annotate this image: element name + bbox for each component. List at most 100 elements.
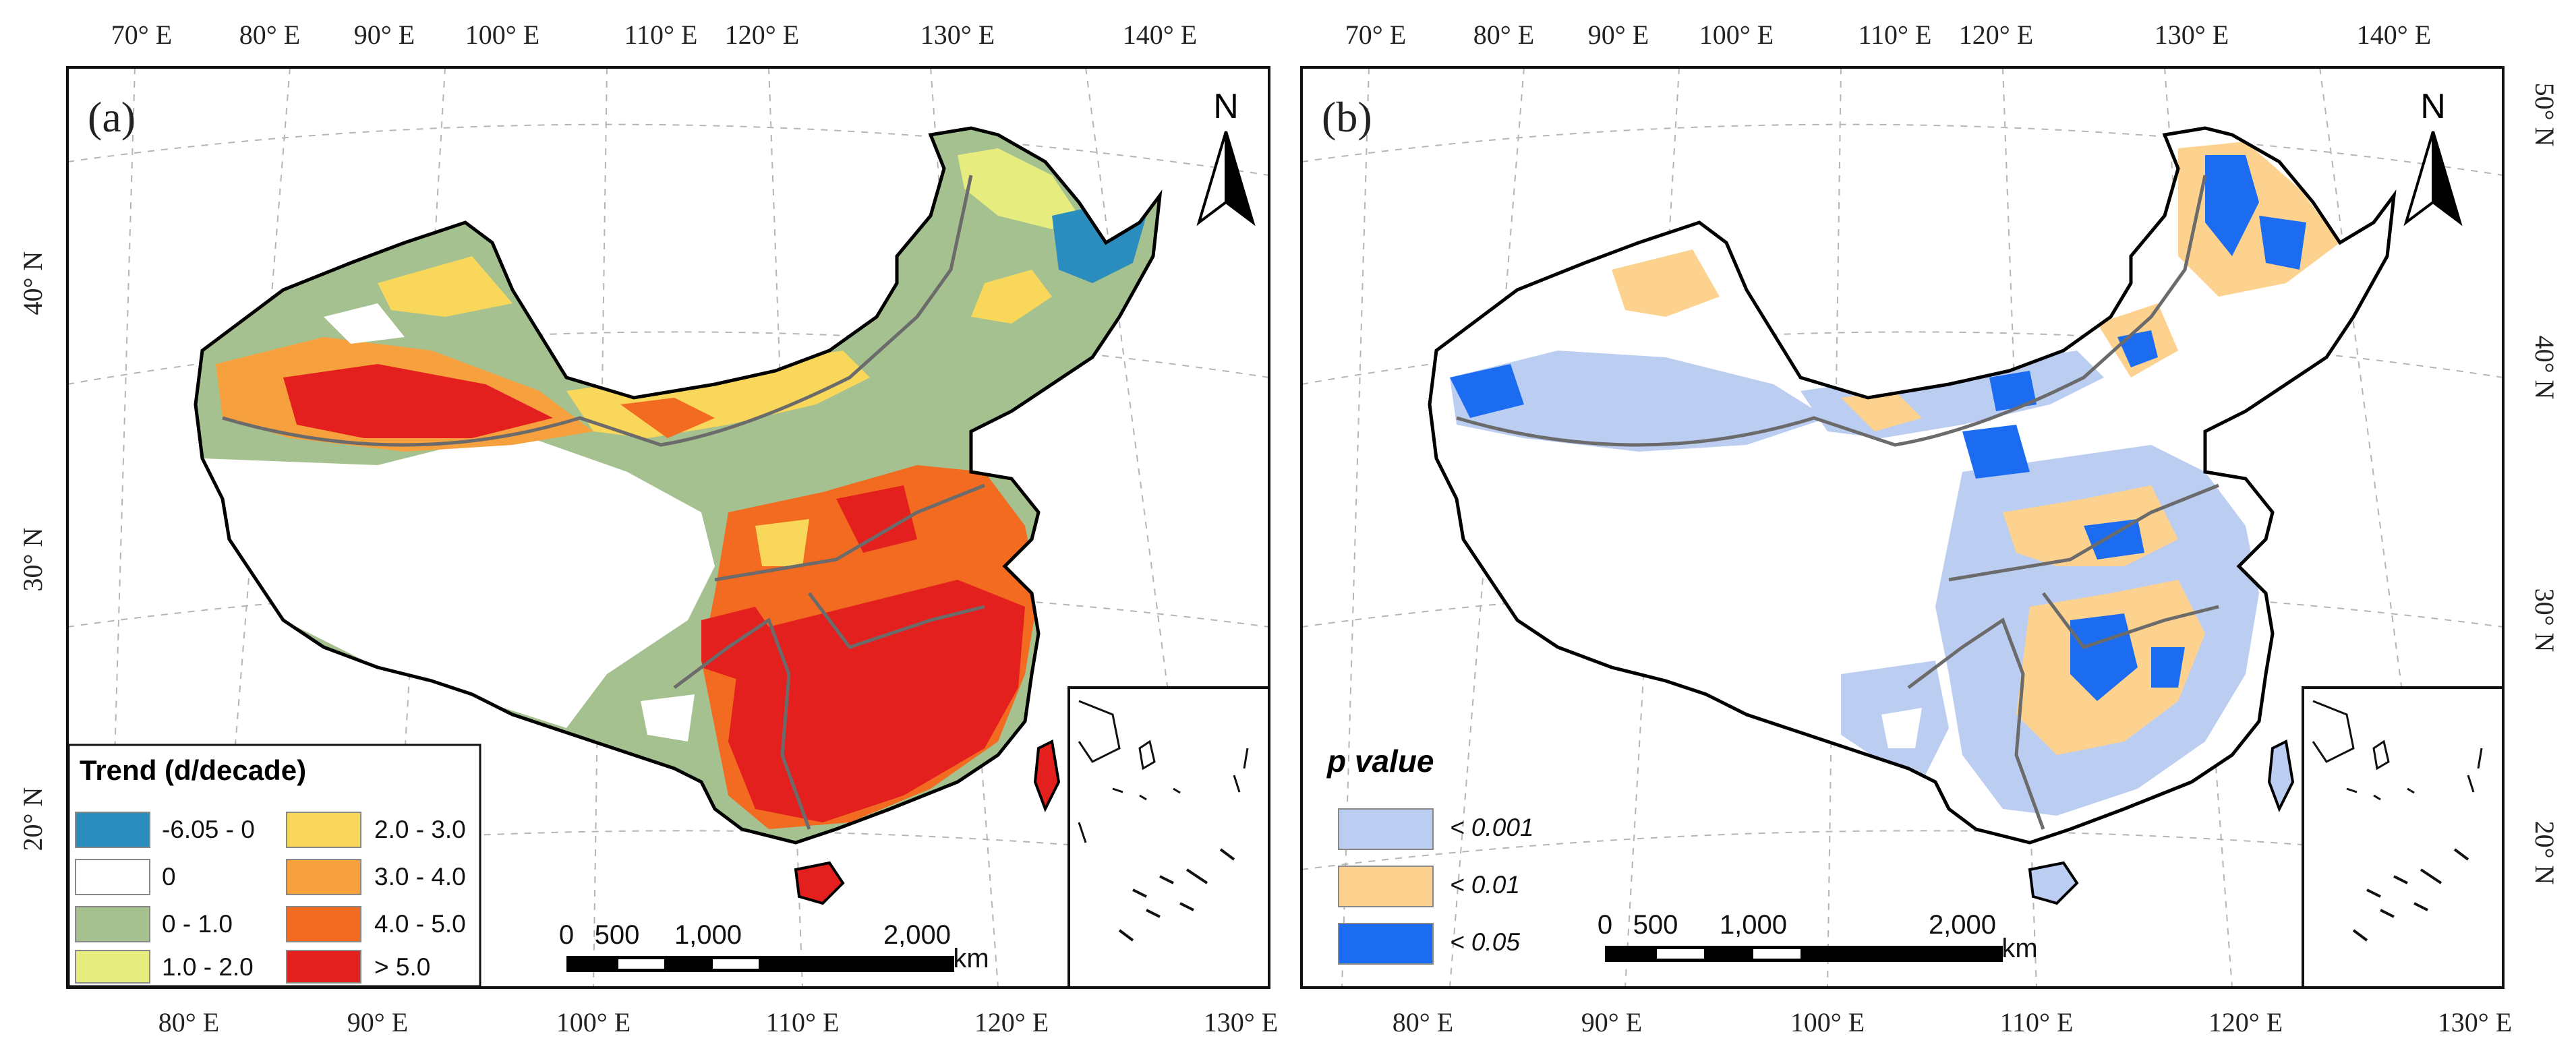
svg-text:2.0 - 3.0: 2.0 - 3.0 <box>374 816 466 843</box>
bottom-longitude-labels-b: 80° E 90° E 100° E 110° E 120° E 130° E <box>1393 1007 2512 1037</box>
panel-a-map: (a) N 70° E 80° E 90° E 100° E 110° E 12… <box>18 20 1278 1037</box>
svg-text:1.0 - 2.0: 1.0 - 2.0 <box>162 953 254 981</box>
svg-text:4.0 - 5.0: 4.0 - 5.0 <box>374 910 466 938</box>
svg-text:140° E: 140° E <box>2357 20 2431 50</box>
svg-text:80° E: 80° E <box>1393 1007 1453 1037</box>
region-boundaries-a <box>222 175 985 830</box>
svg-text:20° N: 20° N <box>18 787 48 851</box>
hainan-island <box>794 861 845 905</box>
svg-text:0 - 1.0: 0 - 1.0 <box>162 910 233 938</box>
china-boundary <box>194 126 1163 845</box>
legend-swatch-p001 <box>1338 808 1434 850</box>
map-frame-b <box>1300 66 2505 989</box>
bottom-longitude-labels-a: 80° E 90° E 100° E 110° E 120° E 130° E <box>158 1007 1278 1037</box>
south-china-sea-inset-b <box>2302 686 2505 989</box>
china-boundary-b <box>1428 126 2397 845</box>
legend-swatch-3-4 <box>286 859 361 895</box>
svg-text:100° E: 100° E <box>1790 1007 1865 1037</box>
svg-text:30° N: 30° N <box>2529 588 2560 653</box>
svg-text:N: N <box>1213 87 1239 126</box>
svg-text:-6.05 - 0: -6.05 - 0 <box>162 816 255 843</box>
svg-text:90° E: 90° E <box>354 20 415 50</box>
svg-text:3.0 - 4.0: 3.0 - 4.0 <box>374 863 466 890</box>
svg-text:90° E: 90° E <box>1588 20 1649 50</box>
svg-text:120° E: 120° E <box>974 1007 1049 1037</box>
latitude-labels-a: 40° N 30° N 20° N <box>18 251 48 851</box>
svg-text:30° N: 30° N <box>18 528 48 592</box>
panel-label-a: (a) <box>88 93 136 141</box>
svg-text:90° E: 90° E <box>1581 1007 1642 1037</box>
taiwan-island-b <box>2267 739 2295 812</box>
legend-swatch-zero <box>75 859 150 895</box>
hainan-island-b <box>2028 861 2079 905</box>
svg-text:km: km <box>953 944 989 973</box>
svg-text:500: 500 <box>1633 910 1678 940</box>
svg-text:90° E: 90° E <box>347 1007 408 1037</box>
svg-text:< 0.05: < 0.05 <box>1450 928 1520 956</box>
svg-text:120° E: 120° E <box>725 20 799 50</box>
scale-bar-a: 0 500 1,000 2,000 km <box>559 920 989 973</box>
svg-text:120° E: 120° E <box>1959 20 2033 50</box>
legend-a-title: Trend (d/decade) <box>80 754 306 786</box>
svg-text:N: N <box>2420 87 2446 126</box>
svg-text:130° E: 130° E <box>1204 1007 1278 1037</box>
svg-text:130° E: 130° E <box>2155 20 2229 50</box>
svg-text:110° E: 110° E <box>624 20 698 50</box>
legend-swatch-p05 <box>1338 923 1434 965</box>
svg-text:100° E: 100° E <box>465 20 539 50</box>
svg-text:< 0.01: < 0.01 <box>1450 871 1520 899</box>
svg-text:40° N: 40° N <box>18 251 48 315</box>
svg-text:< 0.001: < 0.001 <box>1450 814 1533 841</box>
legend-swatch-p01 <box>1338 866 1434 907</box>
south-china-sea-inset-a <box>1067 686 1270 989</box>
legend-swatch-neg <box>75 812 150 848</box>
svg-text:140° E: 140° E <box>1123 20 1197 50</box>
map-frame-a <box>66 66 1270 989</box>
svg-text:120° E: 120° E <box>2208 1007 2283 1037</box>
svg-text:2,000: 2,000 <box>883 920 951 950</box>
svg-text:km: km <box>2001 934 2037 963</box>
svg-text:130° E: 130° E <box>920 20 995 50</box>
svg-text:1,000: 1,000 <box>674 920 742 950</box>
svg-text:80° E: 80° E <box>1473 20 1534 50</box>
svg-text:50° N: 50° N <box>2529 83 2560 147</box>
legend-b-title: p value <box>1326 744 1434 779</box>
legend-swatch-1-2 <box>75 950 150 984</box>
svg-text:110° E: 110° E <box>1858 20 1932 50</box>
svg-text:80° E: 80° E <box>239 20 300 50</box>
svg-text:70° E: 70° E <box>111 20 172 50</box>
panel-b-map: (b) N 70° E 80° E 90° E 100° E 110° E 12… <box>1300 20 2560 1037</box>
svg-text:110° E: 110° E <box>2000 1007 2074 1037</box>
svg-text:0: 0 <box>559 920 574 950</box>
svg-text:1,000: 1,000 <box>1720 910 1787 940</box>
svg-text:80° E: 80° E <box>158 1007 219 1037</box>
svg-text:2,000: 2,000 <box>1929 910 1996 940</box>
top-longitude-labels-a: 70° E 80° E 90° E 100° E 110° E 120° E 1… <box>111 20 1197 50</box>
svg-text:130° E: 130° E <box>2438 1007 2512 1037</box>
svg-text:40° N: 40° N <box>2529 336 2560 400</box>
legend-swatch-0-1 <box>75 906 150 942</box>
taiwan-island <box>1033 739 1061 812</box>
svg-text:100° E: 100° E <box>556 1007 631 1037</box>
svg-text:110° E: 110° E <box>766 1007 840 1037</box>
north-arrow-icon: N <box>1196 87 1256 227</box>
legend-swatch-2-3 <box>286 812 361 848</box>
scale-bar-b: 0 500 1,000 2,000 km <box>1598 910 2038 963</box>
svg-text:500: 500 <box>595 920 640 950</box>
svg-text:100° E: 100° E <box>1699 20 1774 50</box>
svg-text:70° E: 70° E <box>1345 20 1406 50</box>
svg-text:20° N: 20° N <box>2529 821 2560 885</box>
region-boundaries-b <box>1456 175 2219 830</box>
svg-text:0: 0 <box>1598 910 1612 940</box>
north-arrow-icon: N <box>2403 87 2463 227</box>
china-pvalue-map <box>1430 128 2394 843</box>
top-longitude-labels-b: 70° E 80° E 90° E 100° E 110° E 120° E 1… <box>1345 20 2431 50</box>
legend-a: Trend (d/decade) -6.05 - 0 0 0 - 1.0 1.0… <box>67 744 481 988</box>
svg-text:0: 0 <box>162 863 176 890</box>
legend-swatch-gt5 <box>286 950 361 984</box>
latitude-labels-b: 50° N 40° N 30° N 20° N <box>2529 83 2560 885</box>
panel-label-b: (b) <box>1322 93 1372 141</box>
svg-text:> 5.0: > 5.0 <box>374 953 430 981</box>
legend-b: p value < 0.001 < 0.01 < 0.05 <box>1326 744 1533 965</box>
legend-swatch-4-5 <box>286 906 361 942</box>
